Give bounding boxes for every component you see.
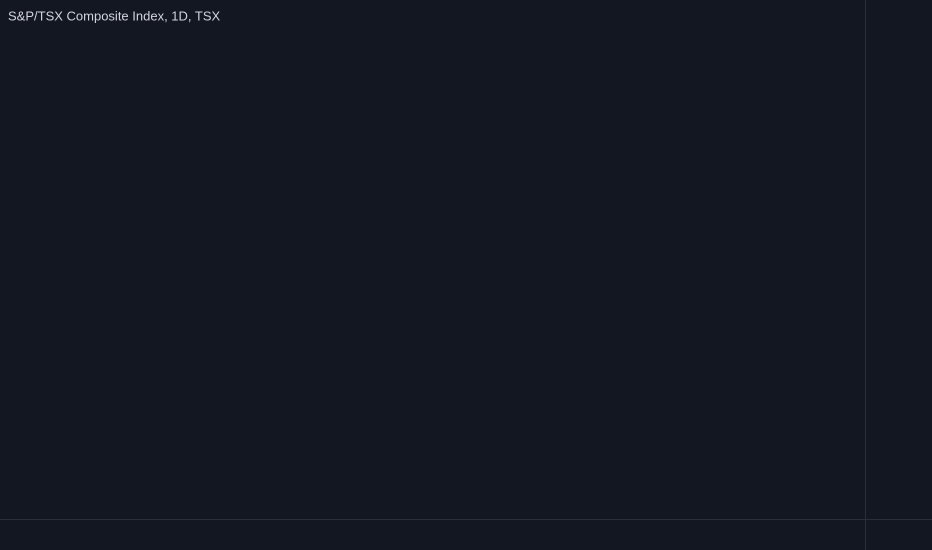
- chart-title: S&P/TSX Composite Index, 1D, TSX: [8, 8, 221, 23]
